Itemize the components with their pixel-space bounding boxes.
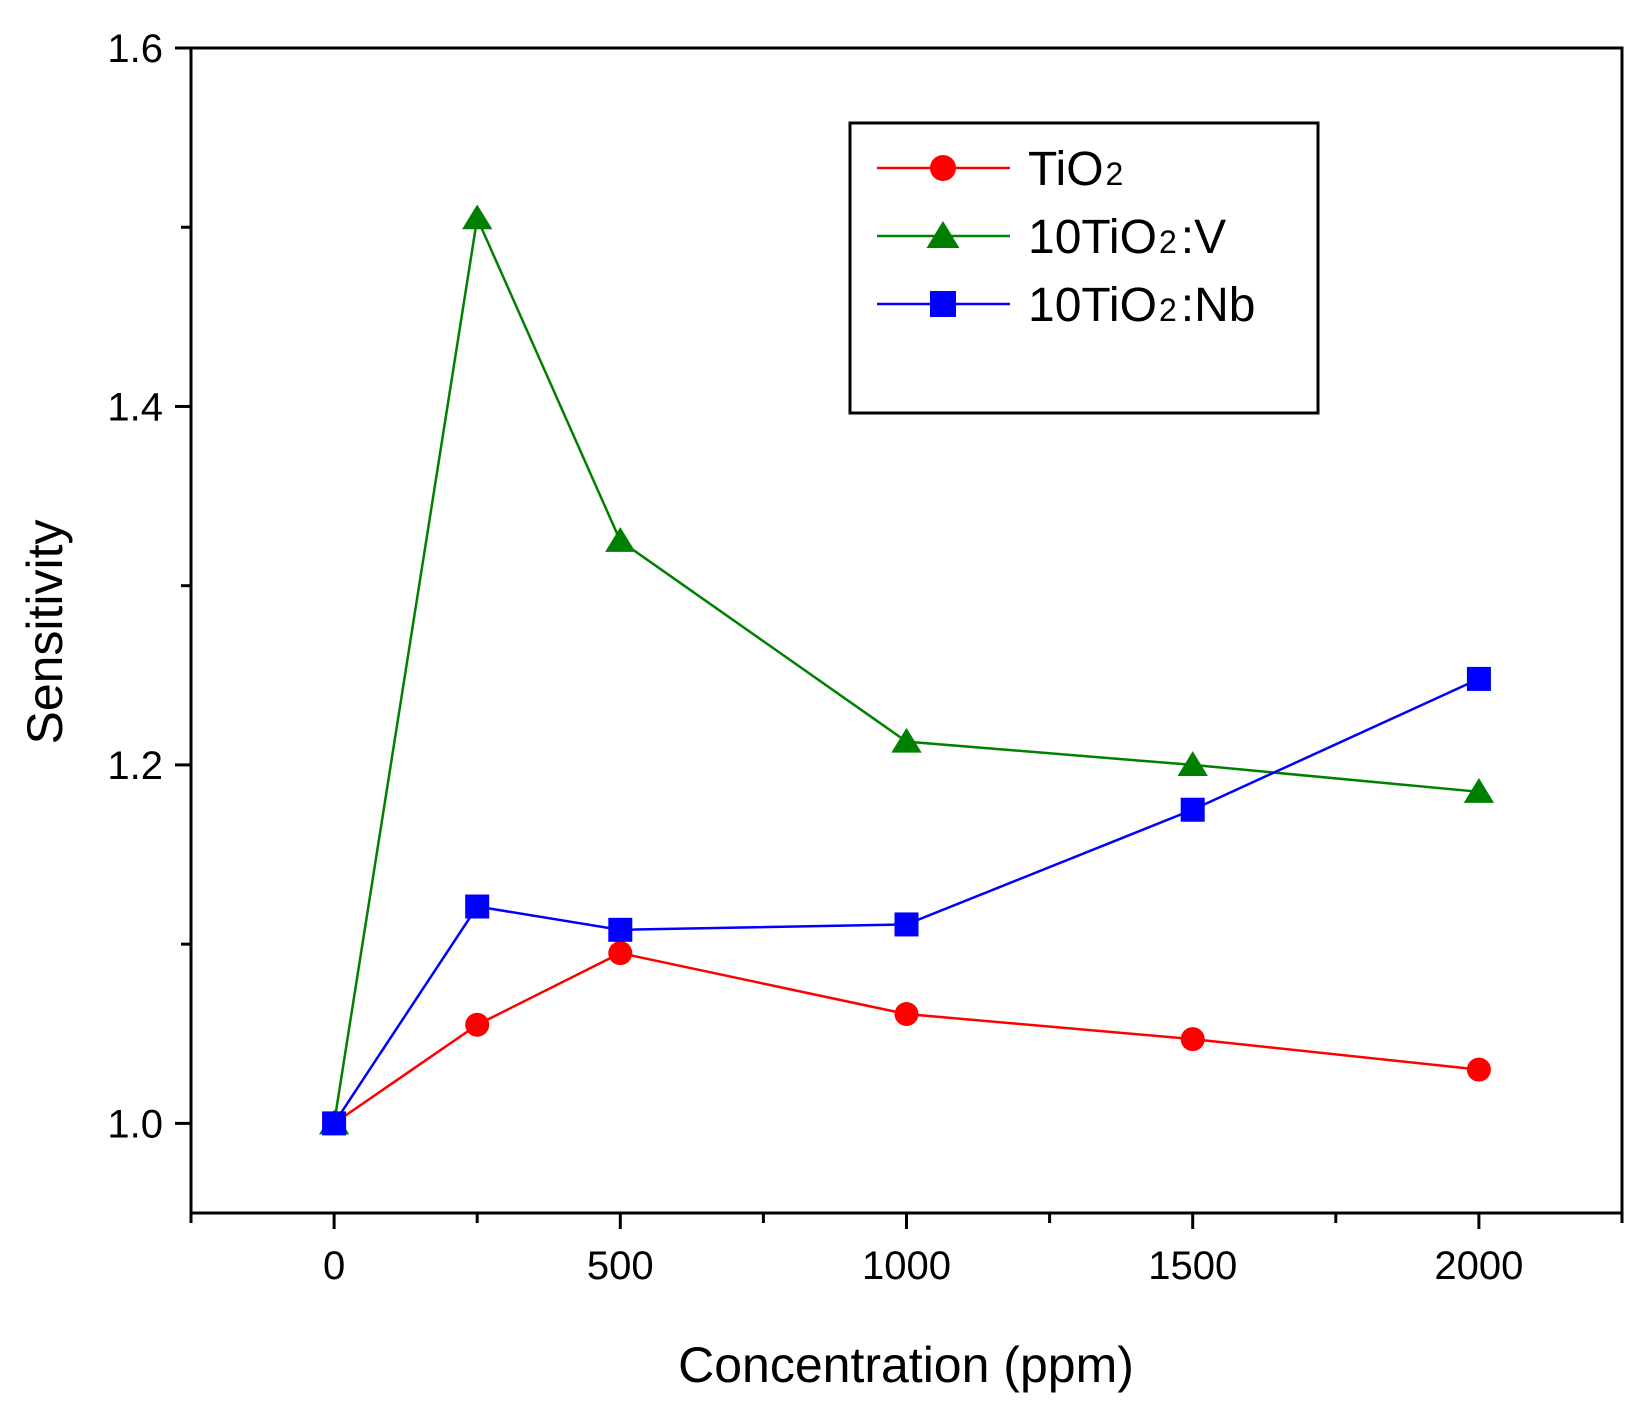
legend-box xyxy=(848,121,1320,415)
y-tick-label: 1.2 xyxy=(107,744,163,788)
legend-marker xyxy=(930,155,956,181)
x-tick-label: 0 xyxy=(323,1244,345,1288)
data-point xyxy=(1466,666,1491,691)
x-axis-ticks: 0 500 1000 1500 2000 xyxy=(189,1213,1624,1288)
y-tick-label: 1.4 xyxy=(107,385,163,429)
data-point xyxy=(608,917,633,942)
data-point xyxy=(891,727,922,753)
data-point xyxy=(465,894,490,919)
legend: TiO2 10TiO2:V 10TiO2:Nb xyxy=(848,121,1320,415)
series-line xyxy=(333,951,1480,1125)
legend-label: 10TiO2:V xyxy=(1028,211,1226,264)
x-tick-label: 2000 xyxy=(1434,1244,1523,1288)
x-axis-title: Concentration (ppm) xyxy=(678,1337,1134,1393)
series-line xyxy=(332,213,1480,1124)
y-axis-ticks: 1.0 1.2 1.4 1.6 xyxy=(107,27,191,1146)
data-point xyxy=(1463,778,1495,803)
series-line xyxy=(333,677,1480,1125)
y-tick-label: 1.6 xyxy=(107,27,163,71)
data-point xyxy=(465,1012,490,1037)
legend-entry: 10TiO2:Nb xyxy=(877,279,1255,332)
legend-entry: 10TiO2:V xyxy=(877,211,1226,264)
x-tick-label: 1000 xyxy=(862,1244,951,1288)
data-point xyxy=(894,1002,919,1027)
data-point xyxy=(462,204,493,230)
y-tick-label: 1.0 xyxy=(107,1102,163,1146)
legend-entry: TiO2 xyxy=(877,143,1123,196)
data-point xyxy=(1180,1027,1205,1052)
x-tick-label: 1500 xyxy=(1148,1244,1237,1288)
data-point xyxy=(1180,797,1205,822)
data-point xyxy=(608,941,633,966)
x-tick-label: 500 xyxy=(587,1244,654,1288)
series-0 xyxy=(322,941,1491,1136)
series-2 xyxy=(322,666,1491,1136)
data-point xyxy=(894,912,919,937)
y-axis-title: Sensitivity xyxy=(17,519,73,744)
legend-marker xyxy=(926,221,960,248)
data-point xyxy=(1177,751,1208,776)
legend-label: 10TiO2:Nb xyxy=(1028,279,1255,332)
legend-label: TiO2 xyxy=(1028,143,1123,196)
data-point xyxy=(322,1111,347,1136)
data-point xyxy=(1466,1057,1491,1082)
data-point xyxy=(605,527,636,552)
series-layer xyxy=(318,204,1495,1136)
legend-marker xyxy=(930,291,956,317)
